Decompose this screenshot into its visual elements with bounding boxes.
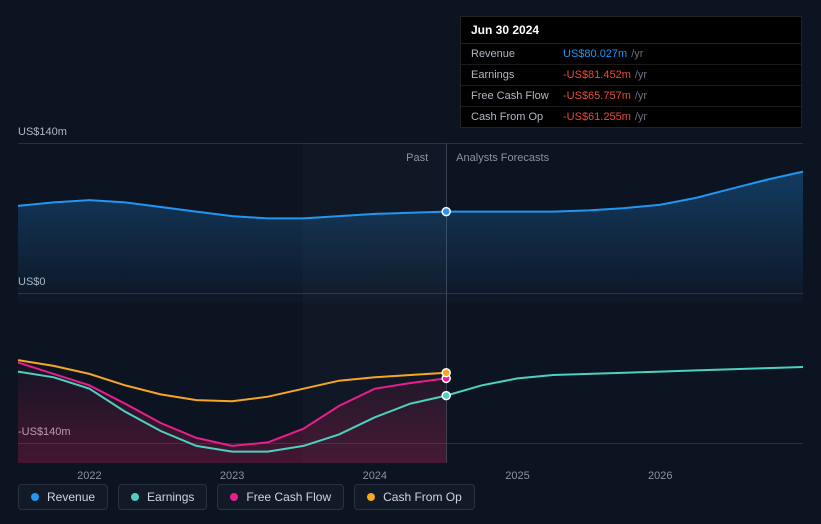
tooltip-row-label: Free Cash Flow (471, 90, 563, 102)
marker-cfo (442, 369, 450, 377)
marker-revenue (442, 208, 450, 216)
legend-item-fcf[interactable]: Free Cash Flow (217, 484, 344, 510)
tooltip-row-label: Cash From Op (471, 111, 563, 123)
tooltip-row-value: -US$81.452m (563, 69, 631, 81)
x-tick-2024: 2024 (363, 470, 387, 482)
tooltip-row-label: Earnings (471, 69, 563, 81)
hover-tooltip: Jun 30 2024 RevenueUS$80.027m/yrEarnings… (460, 16, 802, 128)
legend-label: Cash From Op (383, 490, 462, 504)
tooltip-row-unit: /yr (631, 48, 643, 60)
tooltip-row-label: Revenue (471, 48, 563, 60)
legend-label: Earnings (147, 490, 194, 504)
legend-item-earnings[interactable]: Earnings (118, 484, 207, 510)
tooltip-row-unit: /yr (635, 90, 647, 102)
x-tick-2025: 2025 (505, 470, 529, 482)
legend-dot-icon (230, 493, 238, 501)
legend-dot-icon (31, 493, 39, 501)
y-axis-label-max: US$140m (18, 126, 67, 138)
tooltip-row-unit: /yr (635, 69, 647, 81)
legend-item-revenue[interactable]: Revenue (18, 484, 108, 510)
tooltip-row-value: -US$65.757m (563, 90, 631, 102)
x-tick-2023: 2023 (220, 470, 244, 482)
legend-dot-icon (131, 493, 139, 501)
tooltip-row-value: -US$61.255m (563, 111, 631, 123)
tooltip-row-value: US$80.027m (563, 48, 627, 60)
tooltip-row: RevenueUS$80.027m/yr (461, 44, 801, 65)
tooltip-date: Jun 30 2024 (461, 17, 801, 44)
x-tick-2022: 2022 (77, 470, 101, 482)
marker-earnings (442, 392, 450, 400)
legend-label: Revenue (47, 490, 95, 504)
tooltip-row: Cash From Op-US$61.255m/yr (461, 107, 801, 127)
tooltip-row: Earnings-US$81.452m/yr (461, 65, 801, 86)
legend: Revenue Earnings Free Cash Flow Cash From O… (18, 484, 475, 510)
legend-item-cfo[interactable]: Cash From Op (354, 484, 475, 510)
legend-dot-icon (367, 493, 375, 501)
legend-label: Free Cash Flow (246, 490, 331, 504)
tooltip-row: Free Cash Flow-US$65.757m/yr (461, 86, 801, 107)
x-tick-2026: 2026 (648, 470, 672, 482)
chart-svg (18, 143, 803, 463)
tooltip-row-unit: /yr (635, 111, 647, 123)
